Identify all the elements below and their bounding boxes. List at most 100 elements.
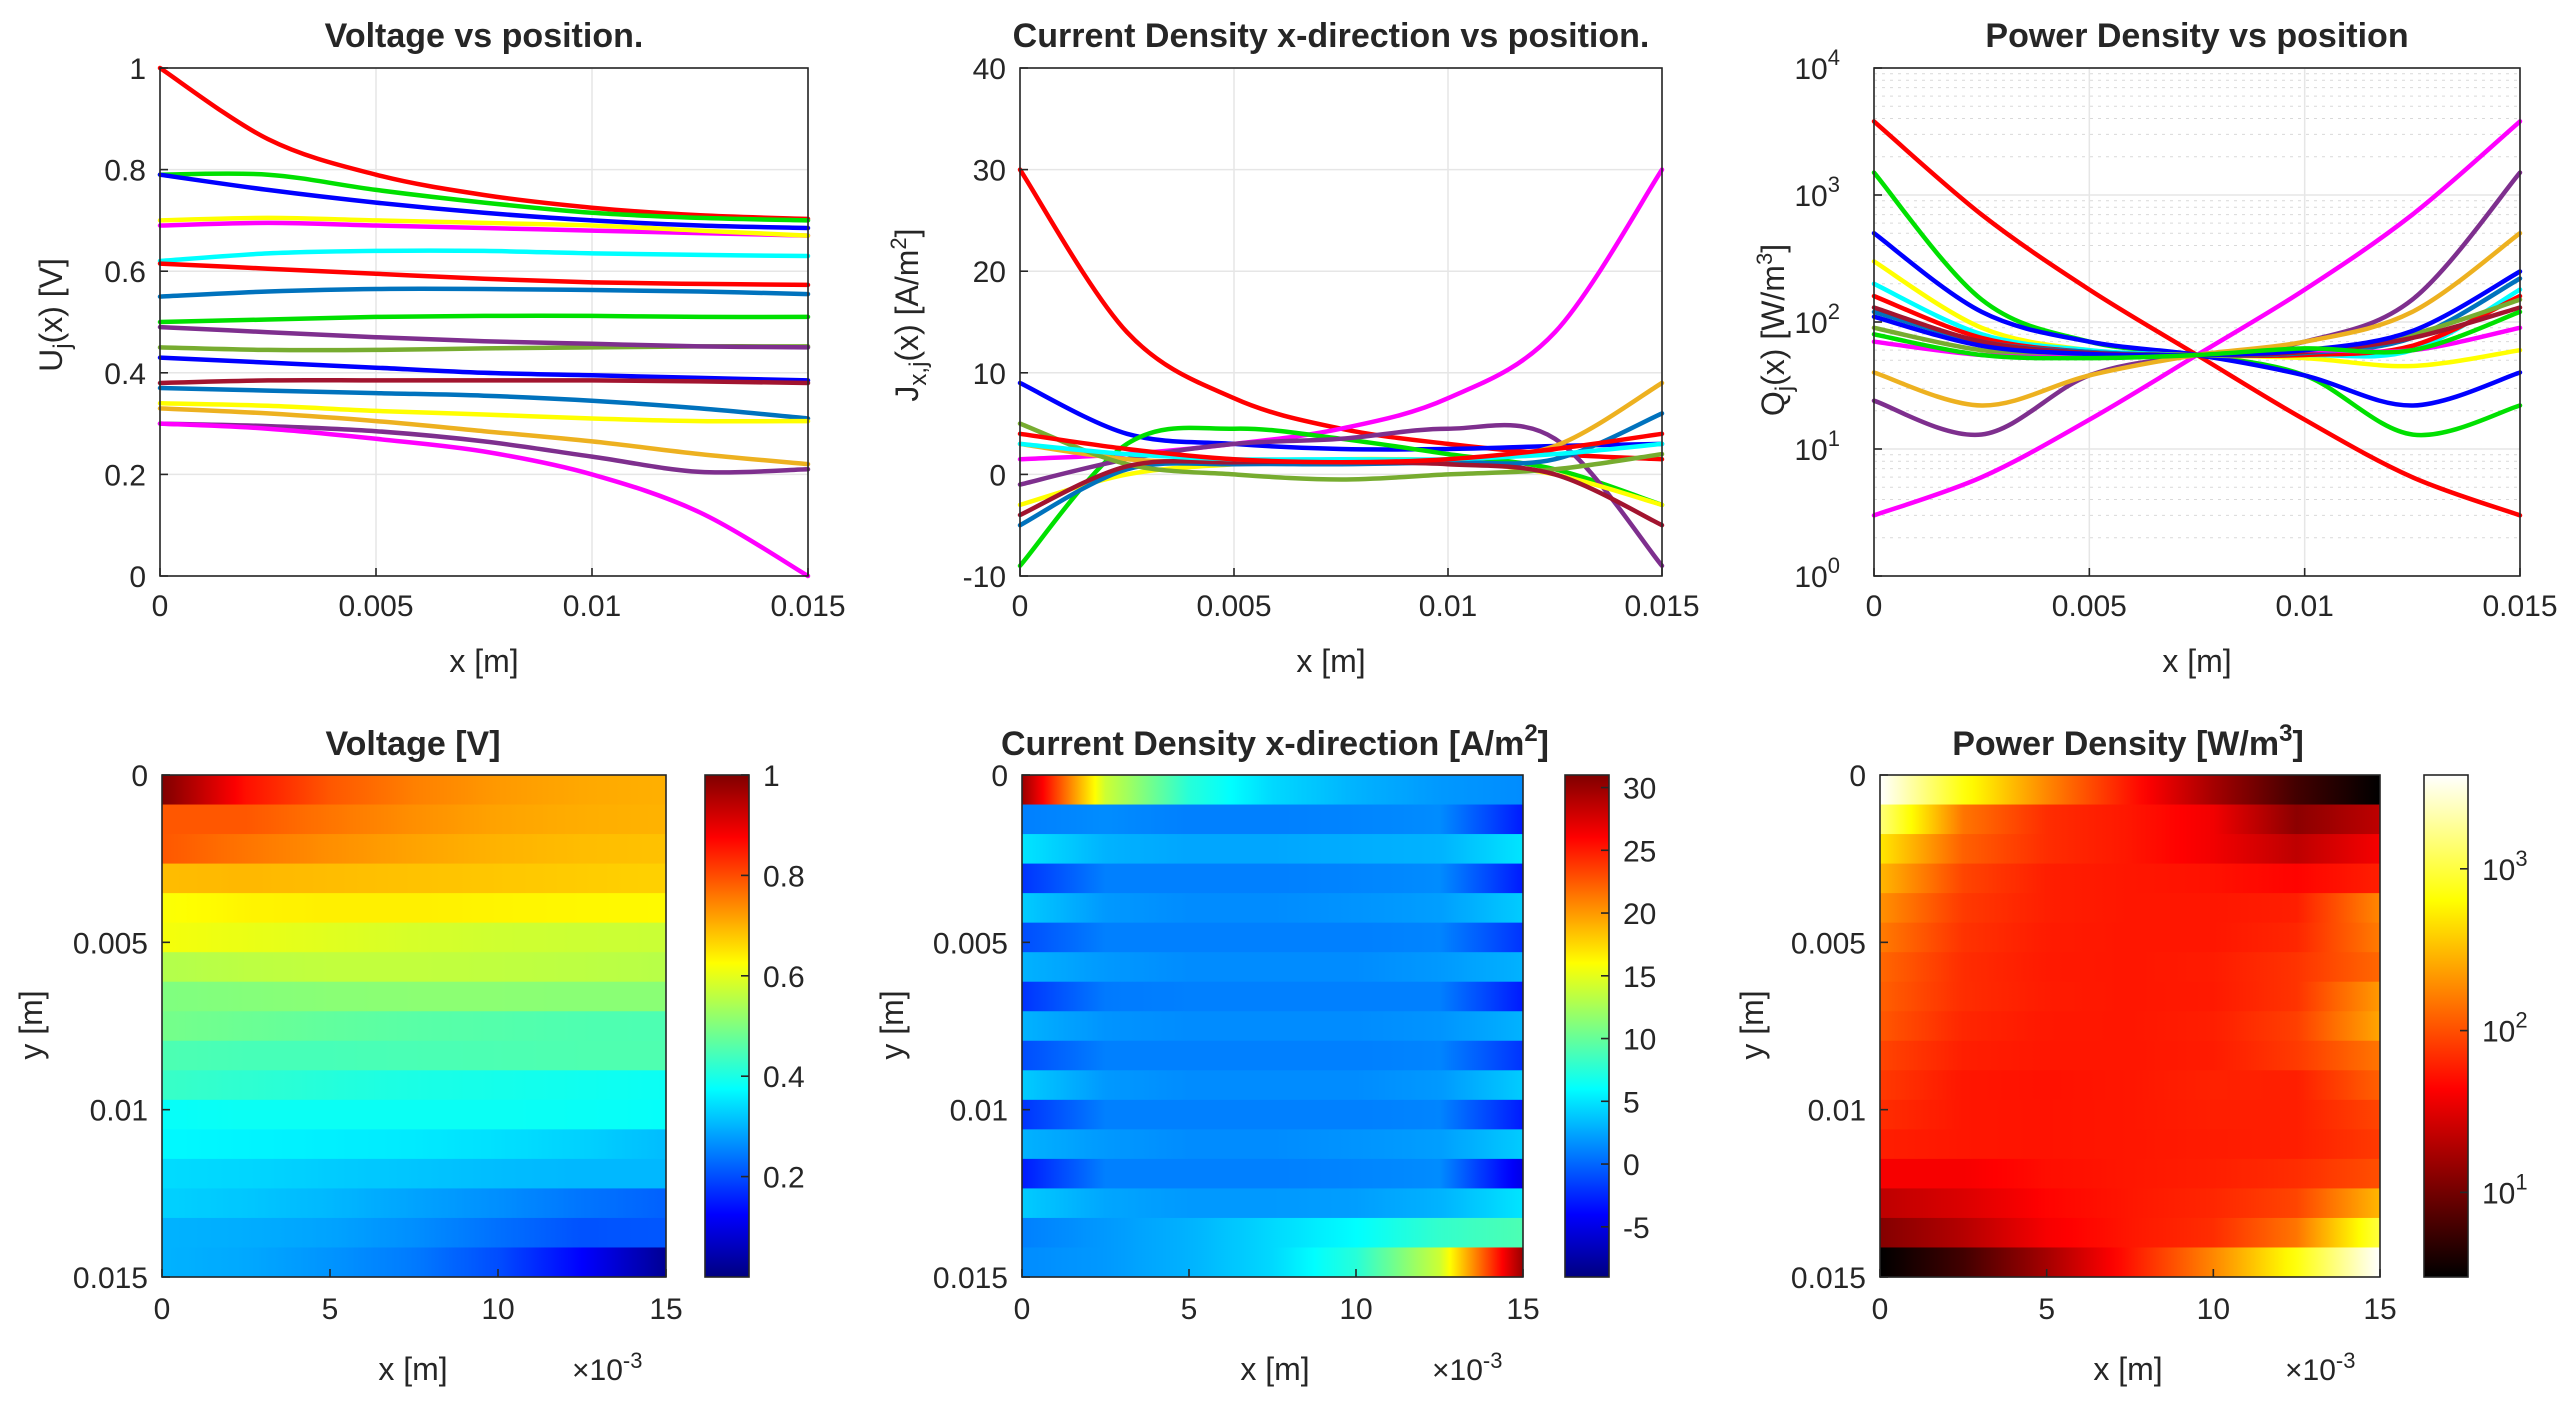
colorbar-tick-label: 1 bbox=[763, 760, 780, 793]
colorbar-tick-label: 101 bbox=[2482, 1169, 2528, 1210]
heatmap-row bbox=[1022, 1158, 1523, 1190]
y-tick-label: 104 bbox=[1794, 45, 1840, 86]
heatmap-row bbox=[1022, 1011, 1523, 1042]
x-axis-exponent: ×10-3 bbox=[572, 1348, 642, 1387]
x-tick-label: 0 bbox=[1012, 590, 1029, 623]
x-tick-label: 0.005 bbox=[1196, 590, 1271, 623]
heatmap-row bbox=[1022, 1188, 1523, 1219]
colorbar-tick-label: 0.8 bbox=[763, 860, 805, 893]
y-axis-label: y [m] bbox=[874, 990, 910, 1059]
colorbar-tick-label: 15 bbox=[1623, 961, 1656, 994]
y-tick-label: 0 bbox=[129, 561, 146, 594]
series-line bbox=[157, 172, 811, 231]
x-axis-label: x [m] bbox=[1240, 1351, 1309, 1387]
x-tick-label: 10 bbox=[2197, 1293, 2230, 1326]
series-line bbox=[157, 171, 811, 223]
colorbar-box bbox=[704, 774, 750, 1278]
heatmap-row bbox=[162, 1247, 666, 1278]
heatmap-row bbox=[162, 834, 666, 865]
y-tick-label: 0.005 bbox=[73, 927, 148, 960]
x-axis-label: x [m] bbox=[2162, 643, 2231, 679]
x-tick-label: 0 bbox=[152, 590, 169, 623]
y-tick-label: 0 bbox=[991, 760, 1008, 793]
series-line bbox=[157, 421, 811, 579]
heatmap-row bbox=[1880, 1070, 2380, 1101]
y-tick-label: 0.005 bbox=[1791, 927, 1866, 960]
colorbar-tick-label: 103 bbox=[2482, 846, 2528, 887]
x-tick-label: 15 bbox=[649, 1293, 682, 1326]
heatmap-row bbox=[162, 804, 666, 835]
y-axis-label: Jx,j(x) [A/m2] bbox=[886, 228, 932, 401]
y-tick-label: 0.6 bbox=[104, 256, 146, 289]
colorbar-tick-label: -5 bbox=[1623, 1212, 1650, 1245]
heatmap-row bbox=[1880, 952, 2380, 983]
heatmap-row bbox=[1880, 893, 2380, 924]
colorbar-tick-label: 10 bbox=[1623, 1024, 1656, 1057]
plot-title: Voltage vs position. bbox=[325, 17, 644, 55]
plot-title: Power Density [W/m3] bbox=[1952, 720, 2304, 763]
colorbar-tick-label: 30 bbox=[1623, 773, 1656, 806]
y-tick-label: 103 bbox=[1794, 172, 1840, 213]
heatmap-row bbox=[162, 922, 666, 953]
heatmap-row bbox=[1022, 952, 1523, 983]
axes-box bbox=[1021, 774, 1524, 1278]
plot-title: Voltage [V] bbox=[325, 725, 500, 763]
x-tick-label: 10 bbox=[481, 1293, 514, 1326]
y-tick-label: 0.015 bbox=[1791, 1262, 1866, 1295]
series-line bbox=[157, 286, 811, 299]
heatmap-row bbox=[162, 1129, 666, 1160]
y-tick-label: 1 bbox=[129, 53, 146, 86]
x-tick-label: 0.01 bbox=[2275, 590, 2333, 623]
x-tick-label: 5 bbox=[322, 1293, 339, 1326]
heatmap-row bbox=[1880, 981, 2380, 1012]
x-tick-label: 0 bbox=[154, 1293, 171, 1326]
heatmap-voltage: Voltage [V] x [m] y [m] ×10-3 0 5 10 1500.0… bbox=[13, 725, 805, 1387]
heatmap-row bbox=[162, 981, 666, 1012]
x-tick-label: 15 bbox=[2363, 1293, 2396, 1326]
x-tick-label: 0 bbox=[1872, 1293, 1889, 1326]
x-tick-label: 0 bbox=[1014, 1293, 1031, 1326]
heatmap-row bbox=[1880, 804, 2380, 835]
series-line bbox=[157, 248, 811, 264]
x-tick-label: 0.01 bbox=[1419, 590, 1477, 623]
heatmap-row bbox=[1880, 1217, 2380, 1249]
y-tick-label: 0 bbox=[1849, 760, 1866, 793]
heatmap-row bbox=[162, 1070, 666, 1101]
axes-box bbox=[1019, 67, 1663, 577]
series-line bbox=[1871, 230, 2523, 408]
heatmap-row bbox=[162, 863, 666, 894]
series-line bbox=[157, 261, 811, 288]
y-tick-label: 10 bbox=[973, 358, 1006, 391]
y-tick-label: 0.005 bbox=[933, 927, 1008, 960]
y-tick-label: 40 bbox=[973, 53, 1006, 86]
series-line bbox=[1871, 230, 2523, 408]
series-line bbox=[157, 65, 811, 222]
y-tick-label: 0.015 bbox=[933, 1262, 1008, 1295]
x-axis-label: x [m] bbox=[449, 643, 518, 679]
colorbar-tick-label: 0.2 bbox=[763, 1162, 805, 1195]
plot-voltage-vs-position: Voltage vs position. x [m] Uj(x) [V] 0 0.… bbox=[33, 17, 846, 679]
heatmap-row bbox=[1022, 804, 1523, 835]
axes-box bbox=[1879, 774, 2381, 1278]
colorbar-box bbox=[1564, 774, 1610, 1278]
y-tick-label: 0.2 bbox=[104, 459, 146, 492]
series-line bbox=[157, 220, 811, 238]
colorbar-box bbox=[2423, 774, 2469, 1278]
series-line bbox=[157, 421, 811, 475]
y-tick-label: 0.4 bbox=[104, 358, 146, 391]
x-tick-label: 0.005 bbox=[338, 590, 413, 623]
heatmap-row bbox=[162, 1011, 666, 1042]
y-axis-label: Qj(x) [W/m3] bbox=[1752, 244, 1798, 416]
heatmap-row bbox=[1880, 1247, 2380, 1278]
x-tick-label: 0.015 bbox=[2482, 590, 2557, 623]
heatmap-row bbox=[1880, 1040, 2380, 1071]
heatmap-row bbox=[1880, 1188, 2380, 1219]
plot-title: Power Density vs position bbox=[1985, 17, 2408, 55]
y-tick-label: 0 bbox=[989, 459, 1006, 492]
plot-title: Current Density x-direction vs position. bbox=[1013, 17, 1650, 55]
heatmap-row bbox=[1880, 1099, 2380, 1130]
heatmap-current-density: Current Density x-direction [A/m2] x [m]… bbox=[874, 720, 1656, 1387]
heatmap-row bbox=[1880, 922, 2380, 953]
y-tick-label: 0.01 bbox=[90, 1095, 148, 1128]
series-line bbox=[1017, 167, 1665, 462]
